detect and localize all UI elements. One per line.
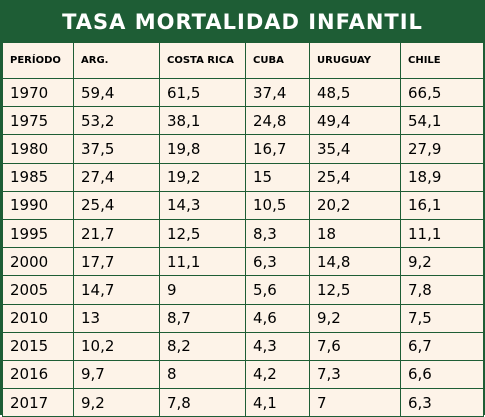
value-cell: 8,2 — [159, 331, 246, 361]
value-cell: 7,3 — [309, 359, 401, 390]
value-cell: 18,9 — [400, 162, 484, 192]
value-cell: 6,3 — [400, 388, 484, 417]
table-body: 1970 59,4 61,5 37,4 48,5 66,5 1975 53,2 38,1 24,8… — [2, 77, 484, 417]
period-cell: 2005 — [2, 275, 74, 305]
value-cell: 66,5 — [400, 77, 484, 108]
table-row: 2016 9,7 8 4,2 7,3 6,6 — [2, 359, 484, 390]
table-row: 1985 27,4 19,2 15 25,4 18,9 — [2, 162, 484, 192]
period-cell: 2016 — [2, 359, 74, 390]
period-cell: 1975 — [2, 106, 74, 136]
value-cell: 59,4 — [73, 77, 160, 108]
table-row: 1975 53,2 38,1 24,8 49,4 54,1 — [2, 106, 484, 136]
value-cell: 37,4 — [245, 77, 310, 108]
period-cell: 2017 — [2, 388, 74, 417]
table-title: TASA MORTALIDAD INFANTIL — [2, 2, 483, 42]
column-header-costa-rica: COSTA RICA — [159, 42, 246, 79]
value-cell: 9 — [159, 275, 246, 305]
value-cell: 4,6 — [245, 303, 310, 333]
value-cell: 7,6 — [309, 331, 401, 361]
value-cell: 7,5 — [400, 303, 484, 333]
value-cell: 18 — [309, 218, 401, 249]
table-row: 1980 37,5 19,8 16,7 35,4 27,9 — [2, 134, 484, 164]
value-cell: 7,8 — [400, 275, 484, 305]
value-cell: 17,7 — [73, 247, 160, 277]
table-row: 2015 10,2 8,2 4,3 7,6 6,7 — [2, 331, 484, 361]
value-cell: 61,5 — [159, 77, 246, 108]
column-header-cuba: CUBA — [245, 42, 310, 79]
column-header-uruguay: URUGUAY — [309, 42, 401, 79]
column-header-arg: ARG. — [73, 42, 160, 79]
table-row: 1990 25,4 14,3 10,5 20,2 16,1 — [2, 190, 484, 220]
value-cell: 6,6 — [400, 359, 484, 390]
value-cell: 9,2 — [309, 303, 401, 333]
period-cell: 2010 — [2, 303, 74, 333]
value-cell: 25,4 — [73, 190, 160, 220]
value-cell: 12,5 — [159, 218, 246, 249]
value-cell: 4,3 — [245, 331, 310, 361]
value-cell: 15 — [245, 162, 310, 192]
mortality-table: PERÍODO ARG. COSTA RICA CUBA URUGUAY CHI… — [2, 42, 484, 417]
value-cell: 14,3 — [159, 190, 246, 220]
value-cell: 24,8 — [245, 106, 310, 136]
value-cell: 16,1 — [400, 190, 484, 220]
table-row: 2000 17,7 11,1 6,3 14,8 9,2 — [2, 247, 484, 277]
period-cell: 2015 — [2, 331, 74, 361]
value-cell: 9,2 — [400, 247, 484, 277]
value-cell: 10,2 — [73, 331, 160, 361]
value-cell: 16,7 — [245, 134, 310, 164]
header-row: PERÍODO ARG. COSTA RICA CUBA URUGUAY CHI… — [2, 42, 484, 79]
value-cell: 35,4 — [309, 134, 401, 164]
table-row: 2005 14,7 9 5,6 12,5 7,8 — [2, 275, 484, 305]
value-cell: 13 — [73, 303, 160, 333]
period-cell: 1990 — [2, 190, 74, 220]
value-cell: 4,1 — [245, 388, 310, 417]
value-cell: 4,2 — [245, 359, 310, 390]
value-cell: 14,7 — [73, 275, 160, 305]
value-cell: 6,7 — [400, 331, 484, 361]
column-header-chile: CHILE — [400, 42, 484, 79]
value-cell: 49,4 — [309, 106, 401, 136]
value-cell: 19,8 — [159, 134, 246, 164]
value-cell: 9,2 — [73, 388, 160, 417]
value-cell: 8,3 — [245, 218, 310, 249]
value-cell: 21,7 — [73, 218, 160, 249]
value-cell: 27,4 — [73, 162, 160, 192]
value-cell: 9,7 — [73, 359, 160, 390]
table-row: 2010 13 8,7 4,6 9,2 7,5 — [2, 303, 484, 333]
value-cell: 12,5 — [309, 275, 401, 305]
value-cell: 14,8 — [309, 247, 401, 277]
period-cell: 1970 — [2, 77, 74, 108]
value-cell: 54,1 — [400, 106, 484, 136]
value-cell: 11,1 — [159, 247, 246, 277]
period-cell: 2000 — [2, 247, 74, 277]
value-cell: 53,2 — [73, 106, 160, 136]
value-cell: 48,5 — [309, 77, 401, 108]
value-cell: 10,5 — [245, 190, 310, 220]
value-cell: 7,8 — [159, 388, 246, 417]
value-cell: 6,3 — [245, 247, 310, 277]
value-cell: 38,1 — [159, 106, 246, 136]
value-cell: 5,6 — [245, 275, 310, 305]
value-cell: 7 — [309, 388, 401, 417]
value-cell: 27,9 — [400, 134, 484, 164]
table-row: 2017 9,2 7,8 4,1 7 6,3 — [2, 388, 484, 417]
table-row: 1970 59,4 61,5 37,4 48,5 66,5 — [2, 77, 484, 108]
column-header-periodo: PERÍODO — [2, 42, 74, 79]
value-cell: 8,7 — [159, 303, 246, 333]
period-cell: 1980 — [2, 134, 74, 164]
value-cell: 25,4 — [309, 162, 401, 192]
value-cell: 20,2 — [309, 190, 401, 220]
value-cell: 19,2 — [159, 162, 246, 192]
value-cell: 8 — [159, 359, 246, 390]
table-row: 1995 21,7 12,5 8,3 18 11,1 — [2, 218, 484, 249]
period-cell: 1985 — [2, 162, 74, 192]
value-cell: 11,1 — [400, 218, 484, 249]
period-cell: 1995 — [2, 218, 74, 249]
value-cell: 37,5 — [73, 134, 160, 164]
